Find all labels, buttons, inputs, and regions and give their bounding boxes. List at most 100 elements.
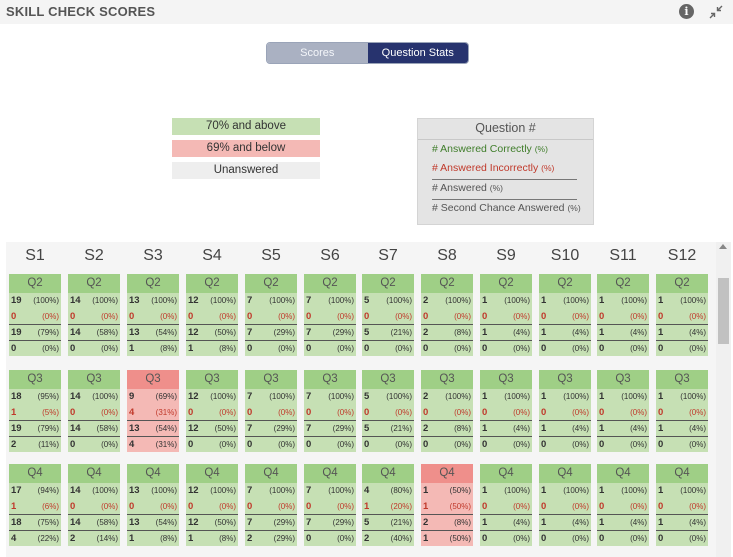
question-card[interactable]: Q4 1 (100%) 0 (0%) 1 (4%) 0 (0%): [597, 464, 649, 546]
question-card[interactable]: Q2 13 (100%) 0 (0%) 13 (54%) 1 (8%): [127, 274, 179, 356]
question-label: Q2: [480, 274, 532, 293]
question-card[interactable]: Q4 7 (100%) 0 (0%) 7 (29%) 2 (29%): [245, 464, 297, 546]
vertical-scrollbar[interactable]: [716, 242, 731, 557]
question-card[interactable]: Q3 2 (100%) 0 (0%) 2 (8%) 0 (0%): [421, 370, 473, 452]
stat-row-answered: 13 (54%): [127, 420, 179, 436]
stat-row-answered: 1 (4%): [539, 514, 591, 530]
question-label: Q3: [421, 370, 473, 389]
stat-row-second: 0 (0%): [656, 529, 708, 546]
stat-row-second: 0 (0%): [421, 339, 473, 356]
stat-count: 7: [306, 485, 312, 496]
info-icon[interactable]: i: [679, 4, 694, 19]
question-card[interactable]: Q2 14 (100%) 0 (0%) 14 (58%) 0 (0%): [68, 274, 120, 356]
stat-count: 0: [70, 310, 76, 322]
question-card[interactable]: Q4 1 (100%) 0 (0%) 1 (4%) 0 (0%): [539, 464, 591, 546]
question-card[interactable]: Q3 12 (100%) 0 (0%) 12 (50%) 0 (0%): [186, 370, 238, 452]
stat-row-answered: 5 (21%): [362, 324, 414, 340]
question-card[interactable]: Q3 1 (100%) 0 (0%) 1 (4%) 0 (0%): [480, 370, 532, 452]
question-card[interactable]: Q4 14 (100%) 0 (0%) 14 (58%) 2 (14%): [68, 464, 120, 546]
stat-count: 1: [364, 500, 370, 512]
stat-percent: (50%): [214, 424, 236, 433]
question-stats-tab[interactable]: Question Stats: [367, 43, 468, 63]
question-card[interactable]: Q3 1 (100%) 0 (0%) 1 (4%) 0 (0%): [597, 370, 649, 452]
stat-percent: (40%): [390, 533, 412, 543]
question-card[interactable]: Q3 7 (100%) 0 (0%) 7 (29%) 0 (0%): [245, 370, 297, 452]
question-label: Q3: [9, 370, 61, 389]
question-card[interactable]: Q3 7 (100%) 0 (0%) 7 (29%) 0 (0%): [304, 370, 356, 452]
legend-red: 69% and below: [172, 140, 320, 157]
stat-row-answered: 18 (75%): [9, 514, 61, 530]
stat-percent: (0%): [42, 343, 59, 353]
question-card[interactable]: Q4 12 (100%) 0 (0%) 12 (50%) 1 (8%): [186, 464, 238, 546]
stat-count: 4: [129, 406, 135, 418]
stat-percent: (21%): [390, 424, 412, 433]
stat-row-correct: 1 (100%): [597, 389, 649, 405]
question-card[interactable]: Q2 1 (100%) 0 (0%) 1 (4%) 0 (0%): [656, 274, 708, 356]
stat-count: 9: [129, 391, 135, 402]
scores-tab[interactable]: Scores: [267, 43, 368, 63]
question-card[interactable]: Q2 7 (100%) 0 (0%) 7 (29%) 0 (0%): [304, 274, 356, 356]
question-label: Q4: [362, 464, 414, 483]
stat-row-incorrect: 0 (0%): [421, 405, 473, 421]
scrollbar-thumb[interactable]: [718, 278, 729, 344]
stat-count: 4: [129, 438, 135, 450]
stat-row-second: 0 (0%): [539, 339, 591, 356]
question-card[interactable]: Q3 9 (69%) 4 (31%) 13 (54%) 4 (31%): [127, 370, 179, 452]
stat-count: 0: [70, 406, 76, 418]
key-title: Question #: [418, 119, 593, 140]
question-card[interactable]: Q3 1 (100%) 0 (0%) 1 (4%) 0 (0%): [656, 370, 708, 452]
stat-count: 0: [247, 500, 253, 512]
stat-row-answered: 7 (29%): [245, 324, 297, 340]
stat-row-answered: 2 (8%): [421, 514, 473, 530]
question-card[interactable]: Q2 5 (100%) 0 (0%) 5 (21%) 0 (0%): [362, 274, 414, 356]
question-card[interactable]: Q4 1 (100%) 0 (0%) 1 (4%) 0 (0%): [656, 464, 708, 546]
stat-percent: (6%): [42, 501, 59, 511]
question-card[interactable]: Q4 17 (94%) 1 (6%) 18 (75%) 4 (22%): [9, 464, 61, 546]
stat-row-second: 1 (8%): [127, 529, 179, 546]
stat-percent: (100%): [445, 296, 471, 305]
question-card[interactable]: Q3 14 (100%) 0 (0%) 14 (58%) 0 (0%): [68, 370, 120, 452]
question-label: Q4: [421, 464, 473, 483]
question-card[interactable]: Q2 19 (100%) 0 (0%) 19 (79%) 0 (0%): [9, 274, 61, 356]
stat-row-correct: 1 (100%): [539, 389, 591, 405]
question-card[interactable]: Q3 18 (95%) 1 (5%) 19 (79%) 2 (11%): [9, 370, 61, 452]
question-card[interactable]: Q4 4 (80%) 1 (20%) 5 (21%) 2 (40%): [362, 464, 414, 546]
student-header-s2: S2: [84, 247, 104, 264]
stat-count: 7: [306, 391, 312, 402]
question-label: Q3: [597, 370, 649, 389]
stat-count: 7: [306, 517, 312, 528]
stat-row-answered: 1 (4%): [656, 420, 708, 436]
question-card[interactable]: Q2 12 (100%) 0 (0%) 12 (50%) 1 (8%): [186, 274, 238, 356]
question-card[interactable]: Q3 5 (100%) 0 (0%) 5 (21%) 0 (0%): [362, 370, 414, 452]
stat-percent: (0%): [513, 501, 530, 511]
stat-count: 0: [306, 532, 312, 544]
question-card[interactable]: Q3 1 (100%) 0 (0%) 1 (4%) 0 (0%): [539, 370, 591, 452]
stat-row-second: 2 (40%): [362, 529, 414, 546]
question-card[interactable]: Q4 13 (100%) 0 (0%) 13 (54%) 1 (8%): [127, 464, 179, 546]
student-header-s3: S3: [143, 247, 163, 264]
question-card[interactable]: Q2 1 (100%) 0 (0%) 1 (4%) 0 (0%): [480, 274, 532, 356]
question-card[interactable]: Q2 1 (100%) 0 (0%) 1 (4%) 0 (0%): [597, 274, 649, 356]
stat-count: 0: [658, 500, 664, 512]
stat-percent: (0%): [337, 311, 354, 321]
question-label: Q2: [186, 274, 238, 293]
collapse-icon[interactable]: [708, 4, 724, 20]
stat-row-answered: 1 (4%): [539, 420, 591, 436]
stat-percent: (8%): [160, 533, 177, 543]
stat-count: 0: [658, 342, 664, 354]
stat-row-correct: 12 (100%): [186, 483, 238, 499]
stat-percent: (0%): [513, 439, 530, 449]
question-card[interactable]: Q4 1 (100%) 0 (0%) 1 (4%) 0 (0%): [480, 464, 532, 546]
question-card[interactable]: Q2 2 (100%) 0 (0%) 2 (8%) 0 (0%): [421, 274, 473, 356]
stat-count: 5: [364, 517, 370, 528]
question-card[interactable]: Q2 7 (100%) 0 (0%) 7 (29%) 0 (0%): [245, 274, 297, 356]
stat-count: 0: [541, 532, 547, 544]
stat-count: 0: [70, 500, 76, 512]
question-card[interactable]: Q2 1 (100%) 0 (0%) 1 (4%) 0 (0%): [539, 274, 591, 356]
stat-row-incorrect: 1 (5%): [9, 405, 61, 421]
scroll-up-arrow-icon[interactable]: [719, 244, 727, 249]
stat-row-correct: 13 (100%): [127, 483, 179, 499]
question-card[interactable]: Q4 7 (100%) 0 (0%) 7 (29%) 0 (0%): [304, 464, 356, 546]
question-card[interactable]: Q4 1 (50%) 1 (50%) 2 (8%) 1 (50%): [421, 464, 473, 546]
stat-row-answered: 1 (4%): [480, 420, 532, 436]
